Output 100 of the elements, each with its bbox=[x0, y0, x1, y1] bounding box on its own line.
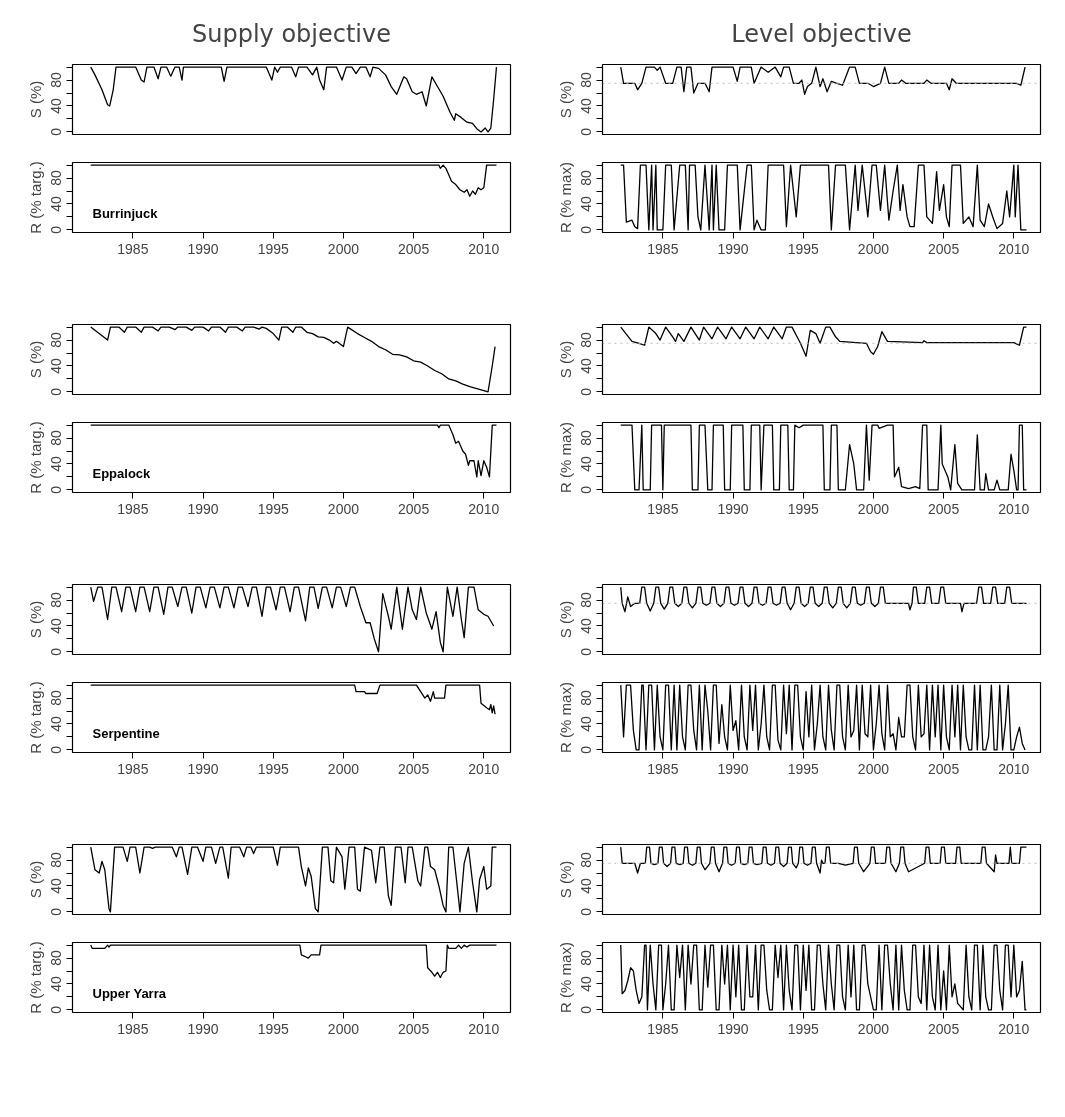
y-tick-label: 80 bbox=[578, 852, 595, 868]
line-series bbox=[620, 164, 1028, 231]
x-tick-label: 1995 bbox=[257, 500, 290, 517]
x-tick-label: 1995 bbox=[257, 1020, 290, 1037]
y-tick-label: 80 bbox=[48, 852, 65, 868]
y-tick-label: 80 bbox=[48, 592, 65, 608]
y-tick-label: 40 bbox=[578, 975, 595, 992]
x-tick-label: 2010 bbox=[998, 500, 1030, 517]
y-axis-title: S (%) bbox=[556, 600, 574, 639]
x-tick-label: 1990 bbox=[717, 240, 749, 257]
line-series bbox=[90, 164, 498, 197]
y-tick-label: 0 bbox=[48, 127, 65, 136]
y-tick-label: 80 bbox=[578, 430, 595, 446]
y-tick-label: 0 bbox=[578, 485, 595, 494]
y-tick-label: 40 bbox=[48, 877, 65, 894]
y-tick-label: 0 bbox=[48, 485, 65, 494]
chart-title: Level objective bbox=[731, 19, 912, 48]
y-tick-label: 40 bbox=[48, 97, 65, 114]
x-tick-label: 1985 bbox=[647, 760, 679, 777]
x-tick-label: 2010 bbox=[998, 1020, 1030, 1037]
x-tick-label: 2000 bbox=[857, 760, 890, 777]
y-tick-label: 40 bbox=[48, 357, 65, 374]
line-series bbox=[90, 684, 496, 715]
x-tick-label: 1995 bbox=[257, 760, 290, 777]
y-tick-label: 80 bbox=[578, 592, 595, 608]
line-series bbox=[90, 66, 498, 133]
y-tick-label: 0 bbox=[578, 907, 595, 916]
x-tick-label: 2005 bbox=[398, 760, 430, 777]
y-tick-label: 0 bbox=[578, 387, 595, 396]
y-tick-label: 40 bbox=[578, 357, 595, 374]
x-tick-label: 2005 bbox=[928, 500, 960, 517]
chart-title: Supply objective bbox=[192, 19, 392, 48]
x-tick-label: 2010 bbox=[468, 500, 500, 517]
line-series bbox=[90, 326, 496, 393]
x-tick-label: 2010 bbox=[998, 240, 1030, 257]
y-tick-label: 0 bbox=[578, 127, 595, 136]
x-tick-label: 1990 bbox=[187, 240, 219, 257]
x-tick-label: 1985 bbox=[117, 1020, 149, 1037]
x-tick-label: 2000 bbox=[327, 500, 360, 517]
y-tick-label: 0 bbox=[48, 907, 65, 916]
y-tick-label: 0 bbox=[48, 225, 65, 234]
x-tick-label: 2000 bbox=[857, 500, 890, 517]
x-tick-label: 1990 bbox=[717, 1020, 749, 1037]
x-tick-label: 1995 bbox=[257, 240, 290, 257]
x-tick-label: 2000 bbox=[857, 1020, 890, 1037]
x-tick-label: 1985 bbox=[117, 500, 149, 517]
line-series bbox=[620, 424, 1028, 491]
y-axis-title: R (% max) bbox=[556, 422, 574, 493]
x-tick-label: 2000 bbox=[327, 240, 360, 257]
line-series bbox=[620, 66, 1026, 95]
annotation: Eppalock bbox=[92, 465, 152, 481]
y-axis-title: R (% targ.) bbox=[26, 161, 44, 234]
x-tick-label: 1985 bbox=[117, 240, 149, 257]
y-tick-label: 80 bbox=[48, 72, 65, 88]
y-tick-label: 80 bbox=[48, 690, 65, 706]
y-tick-label: 0 bbox=[48, 387, 65, 396]
y-tick-label: 80 bbox=[48, 950, 65, 966]
y-axis-title: S (%) bbox=[26, 340, 44, 379]
x-tick-label: 1990 bbox=[717, 760, 749, 777]
annotation: Serpentine bbox=[92, 725, 160, 741]
y-tick-label: 80 bbox=[578, 690, 595, 706]
y-tick-label: 40 bbox=[578, 877, 595, 894]
y-tick-label: 40 bbox=[48, 455, 65, 472]
x-tick-label: 2010 bbox=[468, 240, 500, 257]
x-tick-label: 2005 bbox=[928, 1020, 960, 1037]
y-axis-title: S (%) bbox=[556, 860, 574, 899]
y-axis-title: S (%) bbox=[26, 860, 44, 899]
y-tick-label: 0 bbox=[578, 647, 595, 656]
y-tick-label: 80 bbox=[48, 170, 65, 186]
x-tick-label: 2000 bbox=[327, 760, 360, 777]
line-series bbox=[90, 846, 498, 913]
y-axis-title: R (% max) bbox=[556, 162, 574, 233]
x-tick-label: 1995 bbox=[787, 760, 820, 777]
y-tick-label: 40 bbox=[48, 715, 65, 732]
y-tick-label: 80 bbox=[48, 430, 65, 446]
x-tick-label: 2005 bbox=[398, 240, 430, 257]
x-tick-label: 1995 bbox=[787, 500, 820, 517]
x-tick-label: 2010 bbox=[468, 760, 500, 777]
y-tick-label: 40 bbox=[578, 617, 595, 634]
x-tick-label: 1990 bbox=[187, 500, 219, 517]
annotation: Burrinjuck bbox=[92, 205, 159, 221]
y-tick-label: 0 bbox=[48, 1005, 65, 1014]
y-axis-title: S (%) bbox=[26, 80, 44, 119]
y-tick-label: 0 bbox=[578, 1005, 595, 1014]
y-tick-label: 80 bbox=[578, 170, 595, 186]
x-tick-label: 1995 bbox=[787, 1020, 820, 1037]
x-tick-label: 1985 bbox=[647, 240, 679, 257]
y-tick-label: 80 bbox=[578, 72, 595, 88]
x-tick-label: 1985 bbox=[647, 1020, 679, 1037]
x-tick-label: 1995 bbox=[787, 240, 820, 257]
y-tick-label: 0 bbox=[48, 745, 65, 754]
y-axis-title: R (% targ.) bbox=[26, 421, 44, 494]
x-tick-label: 2005 bbox=[398, 1020, 430, 1037]
y-axis-title: S (%) bbox=[556, 80, 574, 119]
x-tick-label: 2005 bbox=[398, 500, 430, 517]
y-tick-label: 40 bbox=[48, 617, 65, 634]
line-series bbox=[620, 326, 1028, 357]
y-tick-label: 40 bbox=[48, 195, 65, 212]
y-axis-title: R (% targ.) bbox=[26, 941, 44, 1014]
y-tick-label: 80 bbox=[578, 950, 595, 966]
